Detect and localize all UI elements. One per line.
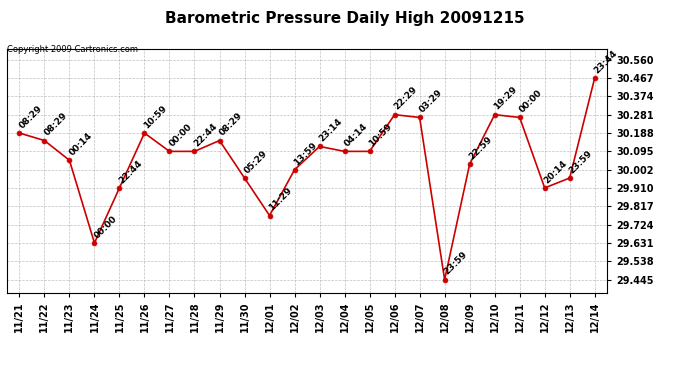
Text: 23:14: 23:14	[317, 117, 344, 144]
Text: 04:14: 04:14	[342, 122, 369, 148]
Text: 00:00: 00:00	[92, 214, 119, 240]
Text: 05:29: 05:29	[242, 148, 269, 175]
Text: 22:44: 22:44	[193, 122, 219, 148]
Text: 23:59: 23:59	[567, 148, 594, 175]
Text: 03:29: 03:29	[417, 88, 444, 115]
Text: 00:00: 00:00	[518, 88, 544, 115]
Text: 22:29: 22:29	[393, 85, 419, 112]
Text: Copyright 2009 Cartronics.com: Copyright 2009 Cartronics.com	[7, 45, 138, 54]
Text: 20:14: 20:14	[542, 159, 569, 185]
Text: 08:29: 08:29	[42, 111, 69, 138]
Text: 22:59: 22:59	[467, 135, 494, 161]
Text: 11:29: 11:29	[267, 186, 294, 213]
Text: 10:59: 10:59	[367, 122, 394, 148]
Text: 13:59: 13:59	[293, 140, 319, 167]
Text: Barometric Pressure Daily High 20091215: Barometric Pressure Daily High 20091215	[165, 11, 525, 26]
Text: 23:44: 23:44	[593, 48, 620, 75]
Text: 00:14: 00:14	[67, 131, 94, 158]
Text: 00:00: 00:00	[167, 122, 193, 148]
Text: 10:59: 10:59	[142, 104, 169, 130]
Text: 19:29: 19:29	[493, 85, 520, 112]
Text: 08:29: 08:29	[217, 111, 244, 138]
Text: 08:29: 08:29	[17, 104, 43, 130]
Text: 23:59: 23:59	[442, 250, 469, 277]
Text: 22:44: 22:44	[117, 158, 144, 185]
